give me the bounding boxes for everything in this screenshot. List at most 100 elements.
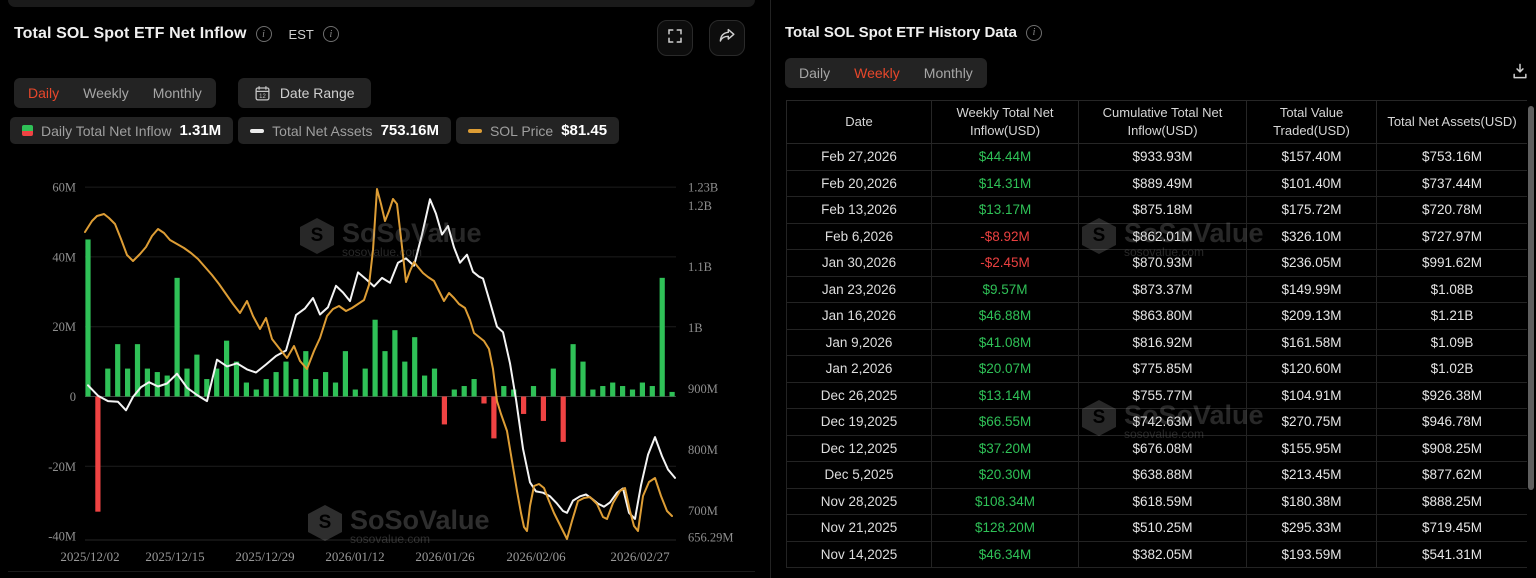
inflow-bar — [224, 340, 230, 397]
col-inflow: Weekly Total Net Inflow(USD) — [931, 100, 1079, 144]
right-axis-tick: 800M — [688, 443, 718, 457]
cell-traded: $161.58M — [1246, 328, 1377, 356]
inflow-bar — [154, 372, 160, 397]
cell-cum: $870.93M — [1078, 249, 1247, 277]
table-row[interactable]: Nov 14,2025 $46.34M $382.05M $193.59M $541.3… — [786, 540, 1527, 568]
inflow-bar — [134, 344, 141, 397]
col-cumulative: Cumulative Total Net Inflow(USD) — [1078, 100, 1247, 144]
info-icon[interactable]: i — [1025, 24, 1042, 41]
left-axis-tick: -40M — [48, 530, 76, 544]
tab-monthly[interactable]: Monthly — [923, 65, 973, 81]
timezone-label: EST — [288, 26, 314, 42]
right-axis-tick: 1.1B — [688, 260, 712, 274]
col-traded: Total Value Traded(USD) — [1246, 100, 1377, 144]
tab-monthly[interactable]: Monthly — [152, 85, 202, 101]
info-icon[interactable]: i — [322, 26, 339, 42]
table-row[interactable]: Feb 20,2026 $14.31M $889.49M $101.40M $737.4… — [786, 169, 1527, 197]
inflow-bar — [570, 344, 576, 397]
inflow-bar — [511, 389, 517, 397]
net-inflow-chart-panel: Total SOL Spot ETF Net Inflow i EST i — [0, 0, 762, 578]
legend-sol-price[interactable]: SOL Price $81.45 — [455, 117, 620, 144]
cell-traded: $157.40M — [1246, 143, 1377, 171]
table-row[interactable]: Feb 6,2026 -$8.92M $862.01M $326.10M $727.97… — [786, 222, 1527, 250]
share-icon — [718, 26, 737, 50]
share-button[interactable] — [709, 20, 745, 56]
inflow-bar — [273, 372, 279, 397]
left-axis-tick: 0 — [70, 390, 76, 404]
cell-cum: $755.77M — [1078, 381, 1247, 409]
inflow-bar — [629, 389, 636, 397]
table-row[interactable]: Jan 16,2026 $46.88M $863.80M $209.13M $1.21B — [786, 302, 1527, 330]
tab-daily[interactable]: Daily — [28, 85, 60, 101]
table-row[interactable]: Nov 21,2025 $128.20M $510.25M $295.33M $719.… — [786, 514, 1527, 542]
inflow-bar — [431, 368, 438, 397]
inflow-bar — [590, 389, 596, 397]
download-button[interactable] — [1507, 60, 1533, 86]
table-row[interactable]: Nov 28,2025 $108.34M $618.59M $180.38M $888.… — [786, 487, 1527, 515]
x-axis-tick: 2025/12/02 — [60, 549, 119, 564]
table-row[interactable]: Dec 12,2025 $37.20M $676.08M $155.95M $908.2… — [786, 434, 1527, 462]
inflow-bar — [550, 368, 556, 397]
cell-traded: $180.38M — [1246, 487, 1377, 515]
date-range-button[interactable]: 12 Date Range — [237, 78, 371, 108]
cell-cum: $676.08M — [1078, 434, 1247, 462]
cell-cum: $862.01M — [1078, 222, 1247, 250]
table-row[interactable]: Jan 2,2026 $20.07M $775.85M $120.60M $1.02B — [786, 355, 1527, 383]
cell-inflow: $66.55M — [931, 408, 1079, 436]
inflow-bar — [174, 277, 180, 397]
table-row[interactable]: Dec 19,2025 $66.55M $742.63M $270.75M $946.7… — [786, 408, 1527, 436]
legend-total-net-assets[interactable]: Total Net Assets 753.16M — [238, 117, 451, 144]
table-row[interactable]: Feb 13,2026 $13.17M $875.18M $175.72M $720.7… — [786, 196, 1527, 224]
table-row[interactable]: Dec 26,2025 $13.14M $755.77M $104.91M $926.3… — [786, 381, 1527, 409]
cell-cum: $873.37M — [1078, 275, 1247, 303]
table-scrollbar-thumb[interactable] — [1528, 106, 1534, 490]
cell-traded: $149.99M — [1246, 275, 1377, 303]
cell-inflow: $20.07M — [931, 355, 1079, 383]
table-row[interactable]: Feb 27,2026 $44.44M $933.93M $157.40M $753.1… — [786, 143, 1527, 171]
table-title: Total SOL Spot ETF History Data — [785, 24, 1017, 41]
chart-period-tabs: Daily Weekly Monthly — [14, 78, 216, 108]
tab-daily[interactable]: Daily — [799, 65, 831, 81]
cell-date: Feb 27,2026 — [786, 143, 932, 171]
cell-assets: $946.78M — [1376, 408, 1527, 436]
inflow-bar — [233, 361, 240, 397]
card-bottom-edge — [8, 571, 755, 572]
cell-assets: $1.09B — [1376, 328, 1527, 356]
inflow-bar — [372, 319, 378, 397]
cell-traded: $101.40M — [1246, 169, 1377, 197]
left-axis-tick: 20M — [52, 320, 76, 334]
fullscreen-button[interactable] — [657, 20, 693, 56]
inflow-bar — [659, 277, 665, 397]
cell-traded: $209.13M — [1246, 302, 1377, 330]
cell-date: Jan 16,2026 — [786, 302, 932, 330]
inflow-combo-chart[interactable]: 60M 40M 20M 0 -20M -40M 1.23B 1.2B 1.1B 1B 900M 800… — [0, 0, 762, 578]
cell-traded: $236.05M — [1246, 249, 1377, 277]
inflow-bar — [501, 386, 507, 397]
inflow-bar — [521, 396, 527, 414]
inflow-bar — [412, 337, 418, 397]
inflow-bar — [303, 351, 309, 397]
legend-daily-net-inflow[interactable]: Daily Total Net Inflow 1.31M — [10, 117, 234, 144]
cell-date: Feb 20,2026 — [786, 169, 932, 197]
x-axis-tick: 2026/02/06 — [506, 549, 566, 564]
cell-traded: $175.72M — [1246, 196, 1377, 224]
tab-weekly[interactable]: Weekly — [854, 65, 900, 81]
inflow-bar — [332, 382, 339, 397]
sol-price-line — [84, 188, 673, 540]
info-icon[interactable]: i — [255, 26, 272, 42]
table-row[interactable]: Dec 5,2025 $20.30M $638.88M $213.45M $877.62… — [786, 461, 1527, 489]
table-row[interactable]: Jan 23,2026 $9.57M $873.37M $149.99M $1.08B — [786, 275, 1527, 303]
cell-traded: $104.91M — [1246, 381, 1377, 409]
cell-cum: $775.85M — [1078, 355, 1247, 383]
cell-traded: $326.10M — [1246, 222, 1377, 250]
chart-title: Total SOL Spot ETF Net Inflow — [14, 25, 247, 42]
table-row[interactable]: Jan 9,2026 $41.08M $816.92M $161.58M $1.09B — [786, 328, 1527, 356]
inflow-bar — [115, 344, 121, 397]
cell-inflow: $20.30M — [931, 461, 1079, 489]
inflow-bar — [461, 386, 467, 397]
inflow-bar — [95, 396, 101, 512]
tab-weekly[interactable]: Weekly — [83, 85, 129, 101]
right-axis-tick: 700M — [688, 504, 718, 518]
table-row[interactable]: Jan 30,2026 -$2.45M $870.93M $236.05M $991.6… — [786, 249, 1527, 277]
x-axis-tick: 2026/01/26 — [415, 549, 475, 564]
